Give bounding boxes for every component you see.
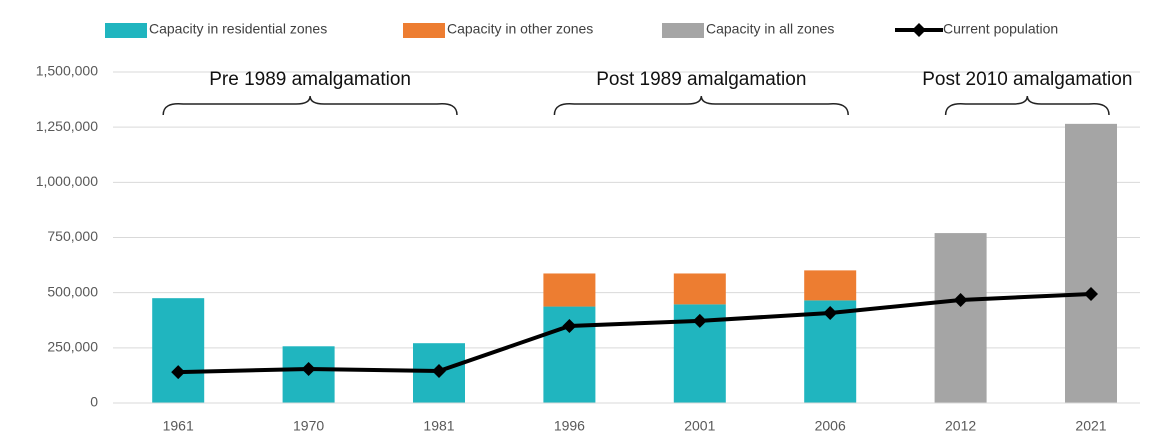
y-tick-label: 250,000 bbox=[47, 339, 98, 355]
y-tick-label: 1,250,000 bbox=[36, 118, 98, 134]
legend-marker bbox=[912, 23, 926, 37]
bar bbox=[673, 273, 726, 305]
annotation: Post 2010 amalgamation bbox=[922, 69, 1132, 90]
y-tick-label: 0 bbox=[90, 394, 98, 410]
x-tick-label: 2012 bbox=[945, 418, 976, 434]
legend-swatch bbox=[403, 23, 445, 38]
line-marker bbox=[823, 305, 838, 320]
line-marker bbox=[692, 313, 707, 328]
bar bbox=[934, 233, 987, 403]
brace bbox=[162, 95, 458, 116]
line-marker bbox=[1084, 286, 1098, 301]
x-tick-label: 1970 bbox=[293, 418, 324, 434]
legend-swatch bbox=[662, 23, 704, 38]
legend-label: Capacity in residential zones bbox=[149, 21, 327, 37]
x-tick-label: 1996 bbox=[554, 418, 585, 434]
line bbox=[178, 291, 1092, 375]
bar bbox=[152, 298, 205, 403]
line-marker bbox=[301, 362, 316, 377]
legend-label: Current population bbox=[943, 21, 1058, 37]
y-tick-label: 1,500,000 bbox=[36, 63, 98, 79]
x-tick-label: 2001 bbox=[684, 418, 715, 434]
legend-label: Capacity in all zones bbox=[706, 21, 834, 37]
y-tick-label: 500,000 bbox=[47, 283, 98, 299]
bar bbox=[543, 273, 596, 307]
x-tick-label: 1961 bbox=[163, 418, 194, 434]
line-marker bbox=[432, 364, 446, 379]
bar bbox=[804, 270, 857, 301]
brace bbox=[553, 95, 849, 116]
annotation: Pre 1989 amalgamation bbox=[209, 69, 411, 90]
line-marker bbox=[953, 292, 968, 307]
x-tick-label: 2021 bbox=[1075, 418, 1106, 434]
line-marker bbox=[171, 365, 186, 380]
y-tick-label: 750,000 bbox=[47, 228, 98, 244]
x-tick-label: 1981 bbox=[423, 418, 454, 434]
line-marker bbox=[562, 318, 577, 333]
y-tick-label: 1,000,000 bbox=[36, 173, 98, 189]
legend-swatch bbox=[105, 23, 147, 38]
annotation: Post 1989 amalgamation bbox=[596, 69, 806, 90]
x-tick-label: 2006 bbox=[815, 418, 846, 434]
bar bbox=[1065, 123, 1117, 404]
brace bbox=[944, 95, 1110, 116]
legend-label: Capacity in other zones bbox=[447, 21, 593, 37]
